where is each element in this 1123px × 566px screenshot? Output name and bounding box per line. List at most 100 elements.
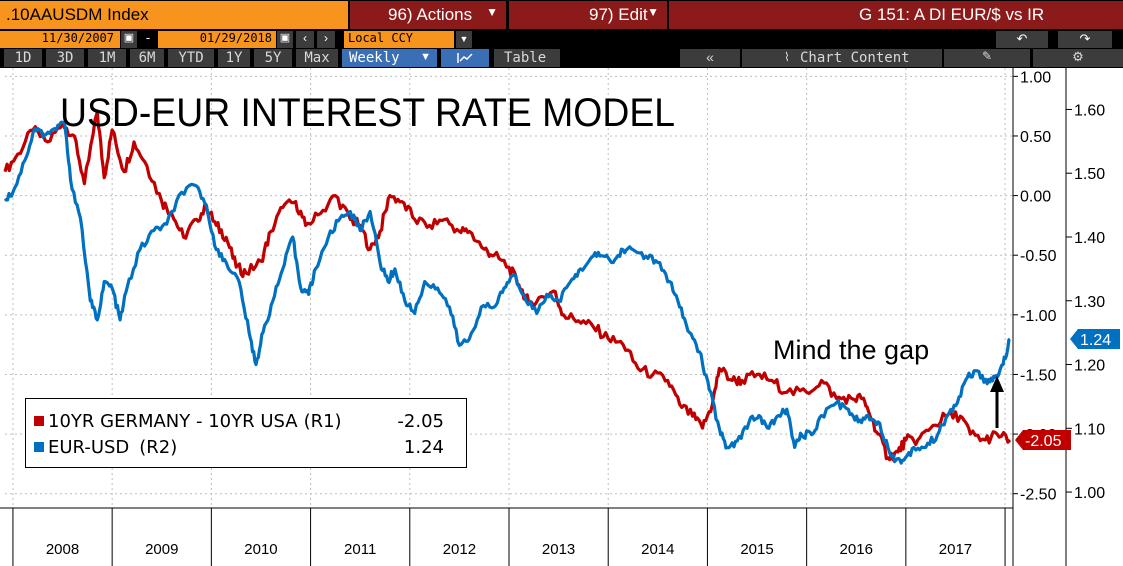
last-value-tag-eur-usd: 1.24 — [1070, 329, 1120, 350]
legend-series-name: EUR-USD — [48, 436, 130, 458]
actions-label: 96) Actions — [388, 5, 473, 24]
last-value-tag-germany-usa: -2.05 — [1015, 430, 1071, 451]
last-value-labels: -2.05 1.24 — [1015, 329, 1120, 451]
calendar-icon[interactable]: ▣ — [121, 31, 137, 48]
legend-series-value: -2.05 — [397, 410, 444, 432]
table-view-button[interactable]: Table — [494, 49, 560, 67]
left-axis-label: -0.50 — [1020, 248, 1057, 265]
ticker-label: .10AAUSDM Index — [6, 5, 149, 24]
year-label: 2012 — [443, 541, 476, 558]
currency-select[interactable]: Local CCY — [344, 31, 454, 48]
last-value-tag-bg — [1070, 329, 1120, 350]
page-title: G 151: A DI EUR/$ vs IR — [859, 5, 1045, 24]
right-axis-label: 1.50 — [1074, 166, 1105, 183]
redo-button[interactable]: ↷ — [1058, 31, 1112, 48]
period-button-6m[interactable]: 6M — [130, 49, 164, 67]
right-axis: 1.60 1.50 1.40 1.30 1.20 1.10 1.00 — [1066, 102, 1105, 502]
left-axis-label: 0.00 — [1020, 189, 1051, 206]
period-button-ytd[interactable]: YTD — [168, 49, 214, 67]
period-button-5y[interactable]: 5Y — [254, 49, 292, 67]
period-button-max[interactable]: Max — [296, 49, 338, 67]
frequency-select[interactable]: Weekly ▼ — [342, 49, 437, 67]
legend-series-axis: (R2) — [139, 436, 178, 458]
year-axis: 2008 2009 2010 2011 2012 2013 2014 2015 2016 2017 — [12, 508, 1006, 566]
settings-button[interactable]: ⚙ — [1033, 49, 1123, 67]
legend-swatch-red — [34, 416, 44, 426]
chart-title: USD-EUR INTEREST RATE MODEL — [60, 91, 675, 135]
legend-series-value: 1.24 — [403, 436, 444, 458]
year-label: 2011 — [344, 541, 376, 558]
last-value-tag-text: 1.24 — [1080, 332, 1111, 349]
caret-down-icon: ▼ — [486, 5, 498, 19]
edit-label: 97) Edit — [589, 5, 648, 24]
left-axis-label: -2.50 — [1020, 487, 1057, 504]
period-button-1y[interactable]: 1Y — [218, 49, 250, 67]
year-label: 2017 — [939, 541, 972, 558]
table-label: Table — [504, 50, 547, 66]
year-label: 2010 — [244, 541, 277, 558]
legend-series-axis: (R1) — [303, 410, 342, 432]
period-button-1d[interactable]: 1D — [4, 49, 42, 67]
chart-content-button[interactable]: ⌇ Chart Content — [742, 49, 942, 67]
gear-icon: ⚙ — [1072, 49, 1084, 64]
year-label: 2008 — [46, 541, 79, 558]
legend-item-germany-usa: 10YR GERMANY - 10YR USA (R1) -2.05 — [34, 409, 444, 433]
chart-view-button[interactable] — [441, 49, 489, 67]
year-label: 2015 — [740, 541, 773, 558]
prev-arrow-icon[interactable]: ‹ — [296, 31, 314, 48]
date-toolbar: 11/30/2007 ▣ - 01/29/2018 ▣ ‹ › Local CC… — [0, 30, 1123, 48]
mind-the-gap-annotation: Mind the gap — [773, 335, 929, 365]
left-axis-label: 0.50 — [1020, 129, 1051, 146]
undo-icon: ↶ — [1016, 31, 1028, 46]
left-axis-label: 1.00 — [1020, 69, 1051, 86]
left-axis-label: -1.50 — [1020, 367, 1057, 384]
right-axis-label: 1.00 — [1074, 485, 1105, 502]
frequency-label: Weekly — [349, 50, 400, 66]
page-title-bar: G 151: A DI EUR/$ vs IR — [669, 1, 1123, 29]
right-axis-label: 1.60 — [1074, 102, 1105, 119]
year-label: 2013 — [542, 541, 575, 558]
series-line-eur-usd — [3, 120, 1011, 465]
legend: 10YR GERMANY - 10YR USA (R1) -2.05 EUR-U… — [25, 398, 467, 468]
series-group — [3, 110, 1012, 465]
edit-menu-button[interactable]: 97) Edit ▼ — [509, 1, 667, 29]
line-chart-icon — [457, 53, 473, 63]
ticker-field[interactable]: .10AAUSDM Index — [0, 1, 348, 29]
undo-button[interactable]: ↶ — [996, 31, 1048, 48]
period-button-1m[interactable]: 1M — [88, 49, 126, 67]
period-toolbar: 1D 3D 1M 6M YTD 1Y 5Y Max Weekly ▼ Table « ⌇ Ch… — [0, 48, 1123, 68]
start-date-field[interactable]: 11/30/2007 — [0, 31, 120, 48]
end-date-field[interactable]: 01/29/2018 — [158, 31, 276, 48]
annotation-arrow — [990, 376, 1004, 428]
right-axis-label: 1.30 — [1074, 294, 1105, 311]
date-separator: - — [145, 30, 151, 45]
start-date: 11/30/2007 — [41, 31, 114, 45]
year-label: 2016 — [840, 541, 873, 558]
chart-content-label: Chart Content — [800, 50, 910, 66]
last-value-tag-bg — [1015, 430, 1071, 451]
collapse-button[interactable]: « — [680, 49, 740, 67]
year-label: 2014 — [641, 541, 674, 558]
legend-swatch-blue — [34, 442, 44, 452]
year-label: 2009 — [145, 541, 178, 558]
actions-menu-button[interactable]: 96) Actions ▼ — [350, 1, 506, 29]
redo-icon: ↷ — [1079, 31, 1091, 46]
caret-down-icon: ▼ — [420, 51, 431, 63]
right-axis-label: 1.40 — [1074, 230, 1105, 247]
chart: 2008 2009 2010 2011 2012 2013 2014 2015 2016 2017… — [0, 68, 1120, 566]
left-axis-label: -1.00 — [1020, 308, 1057, 325]
period-button-3d[interactable]: 3D — [46, 49, 84, 67]
legend-item-eur-usd: EUR-USD (R2) 1.24 — [34, 435, 444, 459]
calendar-icon[interactable]: ▣ — [277, 31, 293, 48]
next-arrow-icon[interactable]: › — [317, 31, 335, 48]
caret-down-icon[interactable]: ▼ — [456, 31, 472, 48]
right-axis-label: 1.20 — [1074, 358, 1105, 375]
top-toolbar: .10AAUSDM Index 96) Actions ▼ 97) Edit ▼… — [0, 0, 1123, 30]
grid — [0, 68, 1067, 566]
edit-chart-button[interactable]: ✎ — [944, 49, 1030, 67]
chart-content-icon: ⌇ — [784, 50, 790, 64]
legend-series-name: 10YR GERMANY - 10YR USA — [48, 410, 298, 432]
edit-pencil-icon: ✎ — [981, 49, 993, 63]
caret-down-icon: ▼ — [647, 5, 659, 19]
currency-label: Local CCY — [348, 31, 414, 45]
